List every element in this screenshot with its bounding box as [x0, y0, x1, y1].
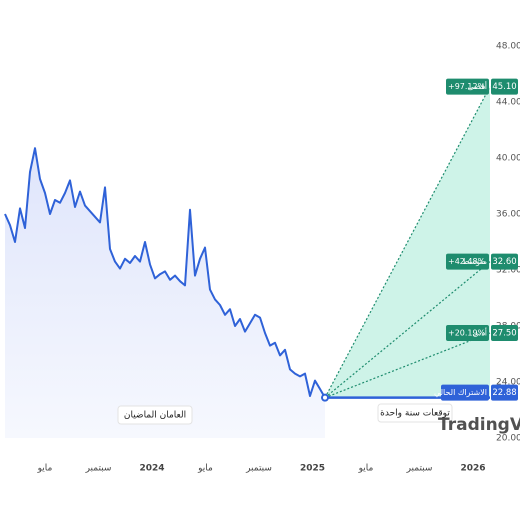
y-tick-label: 20.00 [496, 434, 520, 444]
x-tick-label: 2025 [300, 464, 325, 474]
y-tick-label: 48.00 [496, 42, 520, 52]
current-name: الاشتراك الحالي [434, 388, 487, 397]
x-tick-label: سبتمبر [245, 464, 272, 474]
value-label: 27.50 [492, 329, 516, 339]
y-tick-label: 36.00 [496, 210, 520, 220]
x-tick-label: مايو [197, 464, 213, 474]
y-tick-label: 24.00 [496, 378, 520, 388]
price-line [4, 147, 326, 399]
price-area [5, 148, 325, 438]
level-name: أقصى [467, 81, 487, 91]
level-change: +97.12% [448, 82, 486, 91]
watermark: TradingView [438, 415, 520, 435]
y-tick-label: 44.00 [496, 98, 520, 108]
x-tick-label: مايو [358, 464, 374, 474]
value-tag [491, 78, 518, 95]
annotation: توقعات سنة واحدة [380, 409, 450, 419]
value-label: 32.60 [492, 257, 516, 267]
level-tag [446, 78, 489, 95]
current-dot [321, 393, 329, 402]
forecast-line [324, 332, 491, 399]
y-tick-label: 32.00 [496, 266, 520, 276]
forecast-line [324, 86, 491, 398]
x-tick-label: 2026 [460, 464, 485, 474]
x-tick-label: 2024 [139, 464, 164, 474]
level-name: أدنى [472, 328, 487, 338]
x-tick-label: سبتمبر [406, 464, 433, 474]
current-tag [441, 384, 489, 401]
level-tag [446, 325, 489, 341]
level-change: +42.48% [448, 257, 486, 266]
value-tag [491, 325, 518, 341]
x-tick-label: سبتمبر [85, 464, 112, 474]
value-label: 45.10 [492, 82, 516, 92]
annotation: العامان الماضيان [124, 411, 186, 421]
level-name: متوسط [462, 257, 487, 266]
annotation-box [117, 405, 193, 425]
value-label: 22.88 [492, 388, 516, 398]
value-tag [491, 253, 518, 270]
value-tag [491, 384, 518, 401]
level-tag [446, 253, 489, 270]
level-change: +20.19% [448, 329, 486, 338]
y-tick-label: 40.00 [496, 154, 520, 164]
annotation-box [377, 403, 453, 423]
x-tick-label: مايو [37, 464, 53, 474]
